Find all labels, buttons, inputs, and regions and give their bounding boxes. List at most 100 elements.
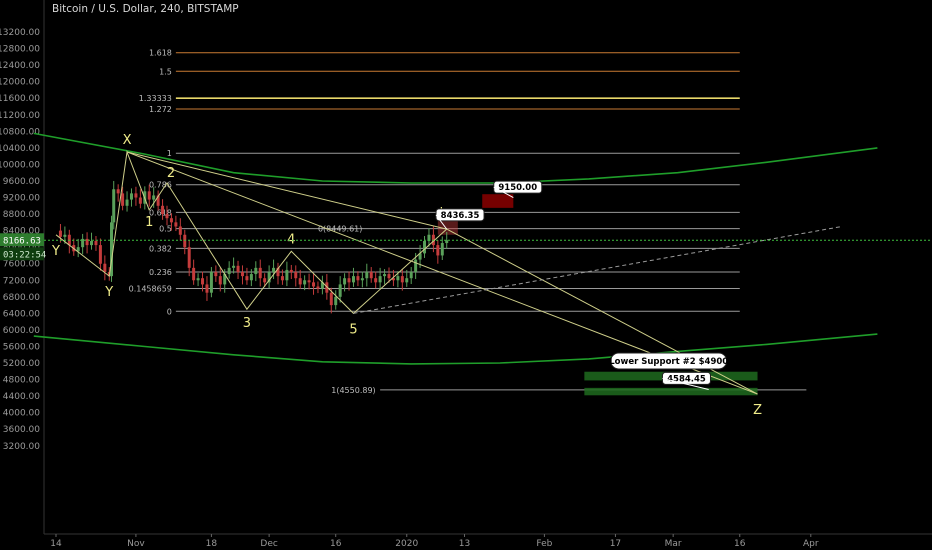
candle-body — [63, 234, 67, 237]
y-tick-label: 7600.00 — [3, 260, 40, 270]
wave-label-3: 3 — [243, 316, 251, 331]
x-tick-label: Feb — [536, 539, 552, 549]
callout-pointer — [662, 377, 709, 391]
candle-body — [294, 272, 298, 279]
y-tick-label: 10800.00 — [0, 127, 40, 137]
wave-zigzag[interactable] — [55, 150, 448, 315]
current-price-tag — [0, 233, 44, 247]
wave-label-5: 5 — [349, 322, 357, 337]
x-axis-panel — [0, 534, 932, 550]
x-tick-label: Nov — [127, 539, 145, 549]
candle-body — [58, 230, 62, 237]
wave-label-Z: Z — [753, 403, 762, 418]
candle-body — [405, 278, 409, 283]
candle-body — [436, 245, 440, 256]
candle-body — [263, 278, 267, 283]
y-tick-label: 9200.00 — [3, 194, 40, 204]
x-tick-label: 13 — [459, 539, 470, 549]
x-tick-label: 16 — [330, 539, 342, 549]
candle-body — [125, 199, 129, 206]
candle-body — [116, 189, 120, 194]
candle-body — [94, 240, 98, 246]
candle-body — [103, 263, 107, 272]
y-tick-label: 5600.00 — [3, 342, 40, 352]
countdown-value: 03:22:54 — [3, 250, 46, 260]
candle-body — [329, 292, 333, 306]
y-tick-label: 11200.00 — [0, 111, 40, 121]
callout-text: 4584.45 — [667, 374, 706, 384]
callout-text: Lower Support #2 $4900 — [609, 357, 728, 367]
candle-body — [423, 240, 427, 254]
candle-body — [112, 189, 116, 223]
candle-body — [254, 267, 258, 275]
fib-level-label: 1 — [167, 149, 172, 158]
candle-body — [227, 267, 231, 275]
trendline[interactable] — [126, 151, 447, 230]
candle-body — [360, 278, 364, 281]
fib-level-price-label: 0(8449.61) — [318, 225, 362, 234]
candle-body — [325, 282, 329, 293]
candle-body — [236, 265, 240, 272]
y-tick-label: 7200.00 — [3, 276, 40, 286]
fib-level-label: 0.786 — [149, 181, 172, 190]
y-tick-label: 4000.00 — [3, 409, 40, 419]
support-2-zone[interactable] — [584, 387, 758, 396]
y-tick-label: 8800.00 — [3, 210, 40, 220]
y-tick-label: 10400.00 — [0, 144, 40, 154]
wave-label-4: 4 — [287, 232, 295, 247]
fib-level-label: 1.618 — [149, 49, 172, 58]
candle-body — [192, 267, 196, 281]
resistance-zone[interactable] — [482, 194, 514, 208]
candle-body — [214, 272, 218, 277]
candle-body — [187, 247, 191, 268]
candle-body — [232, 265, 236, 268]
candle-body — [334, 296, 338, 306]
candle-body — [205, 284, 209, 293]
candle-body — [267, 272, 271, 283]
candle-body — [351, 276, 355, 283]
y-tick-label: 12000.00 — [0, 78, 40, 88]
candle-body — [387, 274, 391, 279]
y-tick-label: 3200.00 — [3, 442, 40, 452]
candle-body — [110, 222, 113, 277]
candle-body — [152, 195, 156, 200]
y-tick-label: 6400.00 — [3, 309, 40, 319]
x-tick-label: Dec — [260, 539, 277, 549]
callout-box[interactable] — [610, 352, 728, 370]
callout-pointer — [435, 214, 448, 230]
candle-body — [307, 280, 311, 283]
candle-body — [298, 278, 302, 285]
x-tick-label: 16 — [734, 539, 746, 549]
fib-level-label: 1.272 — [149, 105, 172, 114]
y-axis-panel — [0, 0, 44, 550]
y-tick-label: 9600.00 — [3, 177, 40, 187]
lower-fib-label: 1(4550.89) — [331, 386, 375, 395]
candle-body — [276, 267, 280, 277]
candle-body — [378, 276, 382, 283]
fib-level-label: 0.236 — [149, 268, 172, 277]
candle-body — [391, 278, 395, 281]
candle-body — [320, 282, 324, 289]
candle-body — [356, 276, 360, 281]
candle-body — [174, 222, 178, 227]
candle-body — [223, 274, 227, 285]
y-tick-label: 3600.00 — [3, 425, 40, 435]
candle-body — [369, 272, 373, 279]
y-tick-label: 13200.00 — [0, 28, 40, 38]
fib-level-label: 0 — [167, 307, 172, 316]
fib-level-label: 0.382 — [149, 244, 172, 253]
wave-label-1: 1 — [145, 215, 153, 230]
x-tick-label: Apr — [803, 539, 819, 549]
candle-body — [196, 278, 200, 281]
candle-body — [289, 269, 293, 272]
fib-level-label: 0.1458659 — [129, 285, 172, 294]
candle-body — [347, 278, 351, 283]
candle-body — [240, 272, 244, 277]
wave-label-X: X — [123, 133, 132, 148]
dashed-trendline[interactable] — [353, 225, 842, 314]
y-tick-label: 6800.00 — [3, 293, 40, 303]
candle-body — [218, 276, 222, 285]
candle-body — [303, 280, 307, 285]
candle-body — [134, 193, 138, 198]
